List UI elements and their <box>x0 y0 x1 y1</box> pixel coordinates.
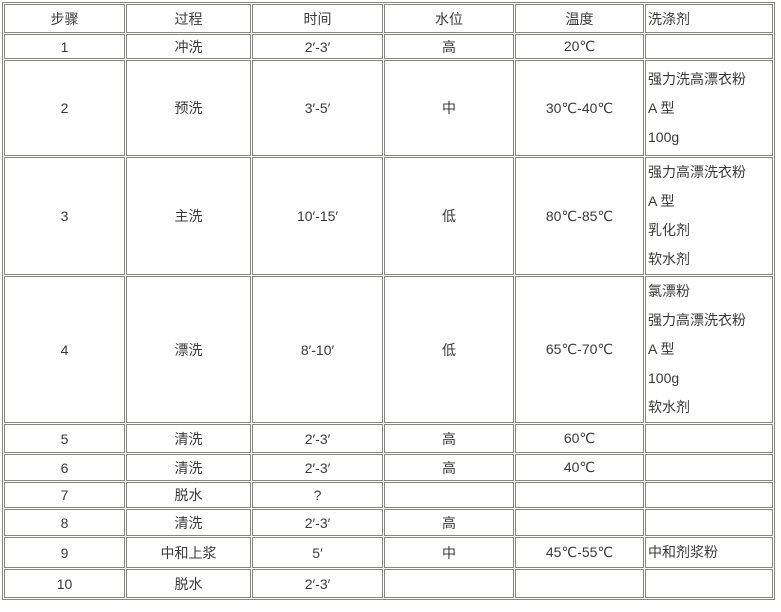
cell-water-level: 中 <box>384 537 514 568</box>
table-row: 7 脱水 ? <box>4 482 773 508</box>
cell-process: 脱水 <box>126 569 251 598</box>
cell-time: 2′-3′ <box>252 569 383 598</box>
cell-step: 4 <box>4 276 125 423</box>
col-header-process: 过程 <box>126 4 251 33</box>
col-header-detergent: 洗涤剂 <box>645 4 773 33</box>
cell-time: 2′-3′ <box>252 34 383 59</box>
cell-temperature: 45℃-55℃ <box>515 537 644 568</box>
detergent-line: 乳化剂 <box>648 222 690 238</box>
cell-process: 预洗 <box>126 60 251 156</box>
cell-time: 2′-3′ <box>252 424 383 453</box>
table-row: 10 脱水 2′-3′ <box>4 569 773 598</box>
cell-time: 8′-10′ <box>252 276 383 423</box>
header-row: 步骤 过程 时间 水位 温度 洗涤剂 <box>4 4 773 33</box>
detergent-line: A 型 <box>648 99 675 116</box>
cell-water-level <box>384 569 514 598</box>
table-row: 9 中和上浆 5′ 中 45℃-55℃ 中和剂浆粉 <box>4 537 773 568</box>
cell-detergent <box>645 34 773 59</box>
cell-step: 6 <box>4 454 125 481</box>
cell-water-level: 高 <box>384 424 514 453</box>
table-row: 3 主洗 10′-15′ 低 80℃-85℃ 强力高漂洗衣粉 A 型 乳化剂 软… <box>4 157 773 275</box>
cell-temperature: 65℃-70℃ <box>515 276 644 423</box>
cell-step: 5 <box>4 424 125 453</box>
col-header-temperature: 温度 <box>515 4 644 33</box>
cell-water-level: 低 <box>384 276 514 423</box>
detergent-line: 100g <box>648 128 680 145</box>
cell-detergent: 强力洗高漂衣粉 A 型 100g <box>645 60 773 156</box>
cell-detergent: 氯漂粉 强力高漂洗衣粉 A 型 100g 软水剂 <box>645 276 773 423</box>
table-row: 5 清洗 2′-3′ 高 60℃ <box>4 424 773 453</box>
cell-temperature: 80℃-85℃ <box>515 157 644 275</box>
cell-detergent <box>645 482 773 508</box>
detergent-line: 强力高漂洗衣粉 <box>648 312 746 328</box>
cell-step: 3 <box>4 157 125 275</box>
cell-time: 2′-3′ <box>252 509 383 536</box>
wash-program-table: 步骤 过程 时间 水位 温度 洗涤剂 1 冲洗 2′-3′ 高 20℃ 2 预洗… <box>2 2 775 600</box>
cell-temperature: 30℃-40℃ <box>515 60 644 156</box>
table-row: 4 漂洗 8′-10′ 低 65℃-70℃ 氯漂粉 强力高漂洗衣粉 A 型 10… <box>4 276 773 423</box>
cell-temperature: 60℃ <box>515 424 644 453</box>
cell-step: 9 <box>4 537 125 568</box>
cell-step: 1 <box>4 34 125 59</box>
table-row: 6 清洗 2′-3′ 高 40℃ <box>4 454 773 481</box>
cell-process: 主洗 <box>126 157 251 275</box>
detergent-line: 软水剂 <box>648 251 690 267</box>
cell-detergent <box>645 424 773 453</box>
cell-time: 3′-5′ <box>252 60 383 156</box>
cell-process: 清洗 <box>126 454 251 481</box>
detergent-line: A 型 <box>648 193 675 209</box>
col-header-time: 时间 <box>252 4 383 33</box>
cell-water-level <box>384 482 514 508</box>
cell-time: 5′ <box>252 537 383 568</box>
cell-process: 漂洗 <box>126 276 251 423</box>
cell-detergent <box>645 569 773 598</box>
cell-water-level: 低 <box>384 157 514 275</box>
cell-temperature <box>515 509 644 536</box>
cell-water-level: 高 <box>384 454 514 481</box>
detergent-line: 100g <box>648 370 680 386</box>
cell-process: 冲洗 <box>126 34 251 59</box>
cell-process: 清洗 <box>126 509 251 536</box>
col-header-step: 步骤 <box>4 4 125 33</box>
col-header-water-level: 水位 <box>384 4 514 33</box>
cell-process: 脱水 <box>126 482 251 508</box>
cell-time: 10′-15′ <box>252 157 383 275</box>
cell-water-level: 中 <box>384 60 514 156</box>
cell-process: 清洗 <box>126 424 251 453</box>
cell-step: 7 <box>4 482 125 508</box>
cell-process: 中和上浆 <box>126 537 251 568</box>
cell-detergent: 中和剂浆粉 <box>645 537 773 568</box>
cell-detergent <box>645 509 773 536</box>
detergent-line: 中和剂浆粉 <box>648 544 718 560</box>
cell-water-level: 高 <box>384 34 514 59</box>
table-row: 1 冲洗 2′-3′ 高 20℃ <box>4 34 773 59</box>
detergent-line: 强力洗高漂衣粉 <box>648 70 746 87</box>
cell-time: ? <box>252 482 383 508</box>
table-row: 2 预洗 3′-5′ 中 30℃-40℃ 强力洗高漂衣粉 A 型 100g <box>4 60 773 156</box>
detergent-line: 氯漂粉 <box>648 283 690 299</box>
detergent-line: 软水剂 <box>648 399 690 415</box>
detergent-line: A 型 <box>648 341 675 357</box>
detergent-line: 强力高漂洗衣粉 <box>648 164 746 180</box>
cell-temperature: 20℃ <box>515 34 644 59</box>
cell-time: 2′-3′ <box>252 454 383 481</box>
cell-water-level: 高 <box>384 509 514 536</box>
cell-detergent <box>645 454 773 481</box>
cell-step: 8 <box>4 509 125 536</box>
cell-temperature <box>515 482 644 508</box>
cell-step: 2 <box>4 60 125 156</box>
cell-step: 10 <box>4 569 125 598</box>
cell-temperature <box>515 569 644 598</box>
cell-detergent: 强力高漂洗衣粉 A 型 乳化剂 软水剂 <box>645 157 773 275</box>
cell-temperature: 40℃ <box>515 454 644 481</box>
table-row: 8 清洗 2′-3′ 高 <box>4 509 773 536</box>
